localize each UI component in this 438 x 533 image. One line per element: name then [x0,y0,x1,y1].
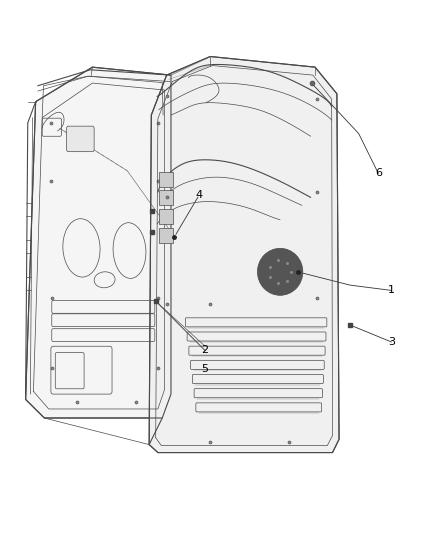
Text: 2: 2 [201,345,208,356]
Text: 1: 1 [388,286,395,295]
Ellipse shape [258,248,303,295]
Text: 4: 4 [196,190,203,200]
Text: 5: 5 [201,364,208,374]
Text: 6: 6 [375,168,382,179]
Polygon shape [149,56,339,453]
Polygon shape [25,67,171,418]
FancyBboxPatch shape [159,228,173,243]
FancyBboxPatch shape [159,172,173,187]
FancyBboxPatch shape [159,209,173,224]
Text: 3: 3 [388,337,395,347]
FancyBboxPatch shape [159,190,173,205]
FancyBboxPatch shape [67,126,94,152]
